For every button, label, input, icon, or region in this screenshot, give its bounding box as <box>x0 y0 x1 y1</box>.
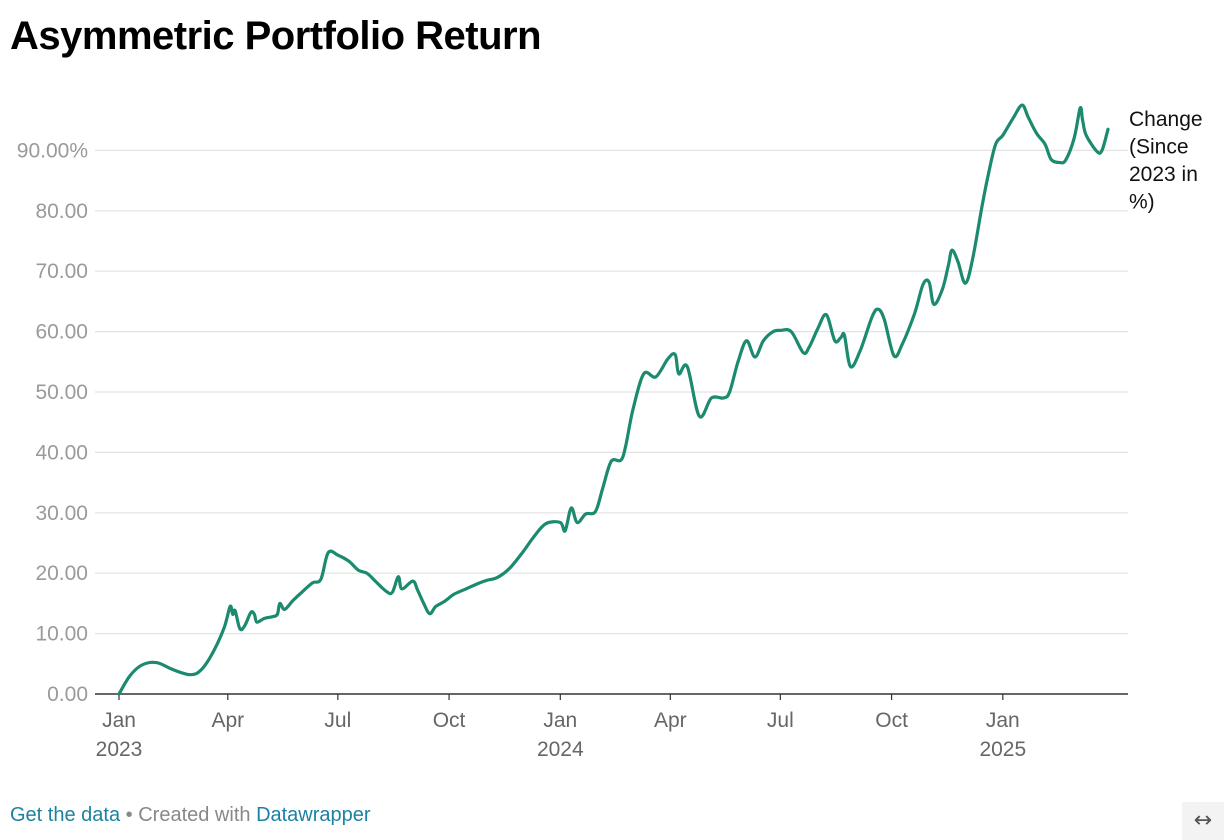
x-tick-year-label: 2023 <box>96 738 143 761</box>
gridlines <box>95 149 1128 635</box>
expand-arrows-icon[interactable]: ↔ <box>1182 802 1224 840</box>
y-tick-label: 0.00 <box>47 683 88 706</box>
x-tick-label: Jan <box>102 709 136 732</box>
y-tick-label: 50.00 <box>35 381 88 404</box>
y-tick-label: 10.00 <box>35 623 88 646</box>
series-label-line: Change <box>1129 108 1203 131</box>
y-tick-label: 70.00 <box>35 260 88 283</box>
y-tick-label: 40.00 <box>35 441 88 464</box>
x-tick-label: Jan <box>986 709 1020 732</box>
line-chart: 0.00 10.00 20.00 30.00 40.00 50.00 60.00 70.00 8… <box>17 103 1203 761</box>
y-axis-labels: 0.00 10.00 20.00 30.00 40.00 50.00 60.00 70.00 8… <box>17 139 88 706</box>
x-tick-label: Jan <box>543 709 577 732</box>
get-data-link[interactable]: Get the data <box>10 804 121 826</box>
y-tick-label: 20.00 <box>35 562 88 585</box>
x-tick-year-label: 2024 <box>537 738 584 761</box>
y-tick-label: 90.00% <box>17 139 88 162</box>
x-tick-label: Oct <box>875 709 908 732</box>
chart-footer: Get the data • Created with Datawrapper <box>10 804 371 827</box>
series-label-line: 2023 in <box>1129 163 1198 186</box>
series-label-line: (Since <box>1129 136 1189 159</box>
series-line <box>117 103 1110 696</box>
chart-title: Asymmetric Portfolio Return <box>10 14 542 58</box>
series-label-line: %) <box>1129 191 1155 214</box>
x-tick-label: Apr <box>211 709 244 732</box>
created-with-text: Created with <box>138 804 251 826</box>
x-tick-year-label: 2025 <box>979 738 1026 761</box>
series-group <box>117 103 1110 696</box>
series-label: Change (Since 2023 in%) <box>1129 108 1203 214</box>
y-tick-label: 60.00 <box>35 321 88 344</box>
x-tick-label: Oct <box>433 709 466 732</box>
datawrapper-link[interactable]: Datawrapper <box>256 804 371 826</box>
y-tick-label: 80.00 <box>35 200 88 223</box>
x-tick-label: Apr <box>654 709 687 732</box>
y-tick-label: 30.00 <box>35 502 88 525</box>
x-axis: Jan 2023 Apr Jul Oct Jan 2024 Apr Jul Oct Jan 2025 <box>95 693 1128 761</box>
x-tick-label: Jul <box>324 709 351 732</box>
x-tick-label: Jul <box>767 709 794 732</box>
footer-separator: • <box>125 804 133 826</box>
